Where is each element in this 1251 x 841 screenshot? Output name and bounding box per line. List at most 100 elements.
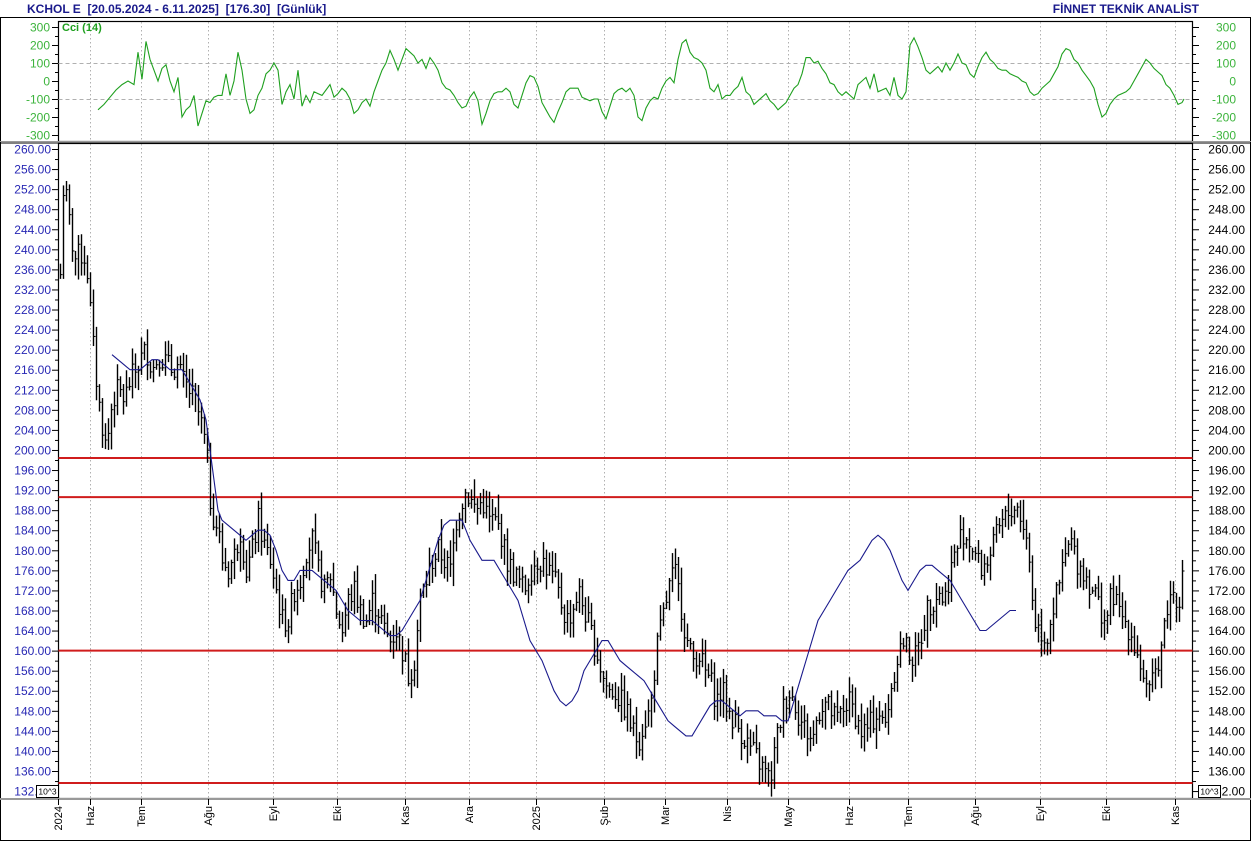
support-resistance-lines xyxy=(58,456,1193,784)
svg-text:180.00: 180.00 xyxy=(1208,544,1245,558)
svg-text:148.00: 148.00 xyxy=(1208,704,1245,718)
svg-text:248.00: 248.00 xyxy=(1208,203,1245,217)
svg-text:252.00: 252.00 xyxy=(14,183,51,197)
svg-text:204.00: 204.00 xyxy=(14,423,51,437)
svg-text:Eyl: Eyl xyxy=(268,806,280,821)
svg-text:256.00: 256.00 xyxy=(14,163,51,177)
svg-text:100: 100 xyxy=(1216,57,1236,71)
svg-text:156.00: 156.00 xyxy=(14,664,51,678)
svg-text:224.00: 224.00 xyxy=(1208,323,1245,337)
svg-text:156.00: 156.00 xyxy=(1208,664,1245,678)
svg-text:200: 200 xyxy=(1216,39,1236,53)
svg-text:144.00: 144.00 xyxy=(14,724,51,738)
brand-label: FİNNET TEKNİK ANALİST xyxy=(1052,2,1199,16)
svg-text:236.00: 236.00 xyxy=(1208,263,1245,277)
svg-text:Haz: Haz xyxy=(85,806,97,826)
svg-text:204.00: 204.00 xyxy=(1208,423,1245,437)
svg-text:168.00: 168.00 xyxy=(1208,604,1245,618)
svg-text:216.00: 216.00 xyxy=(1208,363,1245,377)
svg-text:232.00: 232.00 xyxy=(1208,283,1245,297)
svg-text:256.00: 256.00 xyxy=(1208,163,1245,177)
svg-text:164.00: 164.00 xyxy=(1208,624,1245,638)
svg-text:228.00: 228.00 xyxy=(14,303,51,317)
svg-text:176.00: 176.00 xyxy=(1208,564,1245,578)
svg-text:240.00: 240.00 xyxy=(14,243,51,257)
svg-text:144.00: 144.00 xyxy=(1208,724,1245,738)
svg-text:208.00: 208.00 xyxy=(1208,403,1245,417)
chart-title: KCHOL E [20.05.2024 - 6.11.2025] [176.30… xyxy=(27,2,327,16)
cci-line xyxy=(97,36,1185,127)
price-plot-area xyxy=(57,142,1194,800)
price-panel[interactable]: 260.00 260.00 256.00 256.00 252.00 252.00 248.… xyxy=(0,143,1251,800)
cci-gridlines xyxy=(58,22,1193,141)
svg-text:196.00: 196.00 xyxy=(1208,464,1245,478)
svg-text:260.00: 260.00 xyxy=(1208,143,1245,157)
svg-text:192.00: 192.00 xyxy=(1208,484,1245,498)
svg-text:216.00: 216.00 xyxy=(14,363,51,377)
svg-text:224.00: 224.00 xyxy=(14,323,51,337)
svg-text:300: 300 xyxy=(1216,21,1236,35)
svg-text:212.00: 212.00 xyxy=(14,383,51,397)
svg-text:2025: 2025 xyxy=(531,806,543,830)
cci-axis: 300 300 200 200 100 100 0 0 -100 -100 -200 -200 -300… xyxy=(26,21,1236,143)
svg-text:184.00: 184.00 xyxy=(1208,524,1245,538)
svg-text:200: 200 xyxy=(30,39,50,53)
svg-text:-200: -200 xyxy=(1212,111,1236,125)
cci-panel[interactable]: 300 300 200 200 100 100 0 0 -100 -100 -200 -200 -300… xyxy=(26,21,1236,143)
svg-text:152.00: 152.00 xyxy=(14,684,51,698)
cci-plot-area xyxy=(57,20,1194,143)
svg-text:184.00: 184.00 xyxy=(14,524,51,538)
svg-text:200.00: 200.00 xyxy=(14,443,51,457)
svg-text:136.00: 136.00 xyxy=(1208,765,1245,779)
svg-text:180.00: 180.00 xyxy=(14,544,51,558)
svg-text:192.00: 192.00 xyxy=(14,484,51,498)
svg-text:168.00: 168.00 xyxy=(14,604,51,618)
svg-text:260.00: 260.00 xyxy=(14,143,51,157)
svg-text:Şub: Şub xyxy=(599,806,611,826)
svg-text:176.00: 176.00 xyxy=(14,564,51,578)
svg-text:May: May xyxy=(783,806,795,827)
svg-text:248.00: 248.00 xyxy=(14,203,51,217)
cci-label: Cci (14) xyxy=(62,22,102,34)
svg-text:Tem: Tem xyxy=(136,806,148,827)
svg-text:244.00: 244.00 xyxy=(14,223,51,237)
svg-text:2024: 2024 xyxy=(53,806,65,830)
svg-text:160.00: 160.00 xyxy=(14,644,51,658)
svg-text:220.00: 220.00 xyxy=(1208,343,1245,357)
svg-text:240.00: 240.00 xyxy=(1208,243,1245,257)
svg-text:136.00: 136.00 xyxy=(14,765,51,779)
svg-text:Tem: Tem xyxy=(903,806,915,827)
svg-text:Ağu: Ağu xyxy=(970,806,982,826)
svg-text:-300: -300 xyxy=(1212,129,1236,143)
svg-text:140.00: 140.00 xyxy=(1208,744,1245,758)
svg-text:228.00: 228.00 xyxy=(1208,303,1245,317)
price-gridlines xyxy=(90,144,1176,798)
svg-text:Eyl: Eyl xyxy=(1035,806,1047,821)
svg-text:Ara: Ara xyxy=(464,805,476,823)
svg-text:Eki: Eki xyxy=(332,806,344,821)
svg-text:Eki: Eki xyxy=(1101,806,1113,821)
svg-text:188.00: 188.00 xyxy=(1208,504,1245,518)
svg-text:-100: -100 xyxy=(1212,93,1236,107)
svg-text:208.00: 208.00 xyxy=(14,403,51,417)
svg-text:140.00: 140.00 xyxy=(14,744,51,758)
svg-text:10^3: 10^3 xyxy=(38,787,56,797)
svg-text:212.00: 212.00 xyxy=(1208,383,1245,397)
svg-text:152.00: 152.00 xyxy=(1208,684,1245,698)
svg-text:188.00: 188.00 xyxy=(14,504,51,518)
svg-text:172.00: 172.00 xyxy=(14,584,51,598)
svg-text:160.00: 160.00 xyxy=(1208,644,1245,658)
svg-text:Mar: Mar xyxy=(660,806,672,825)
svg-text:Nis: Nis xyxy=(722,806,734,822)
svg-text:200.00: 200.00 xyxy=(1208,443,1245,457)
svg-text:Kas: Kas xyxy=(1170,806,1182,825)
svg-text:252.00: 252.00 xyxy=(1208,183,1245,197)
svg-text:-100: -100 xyxy=(26,93,50,107)
svg-text:244.00: 244.00 xyxy=(1208,223,1245,237)
svg-text:196.00: 196.00 xyxy=(14,464,51,478)
svg-text:Ağu: Ağu xyxy=(203,806,215,826)
svg-text:-200: -200 xyxy=(26,111,50,125)
svg-text:10^3: 10^3 xyxy=(1200,787,1218,797)
